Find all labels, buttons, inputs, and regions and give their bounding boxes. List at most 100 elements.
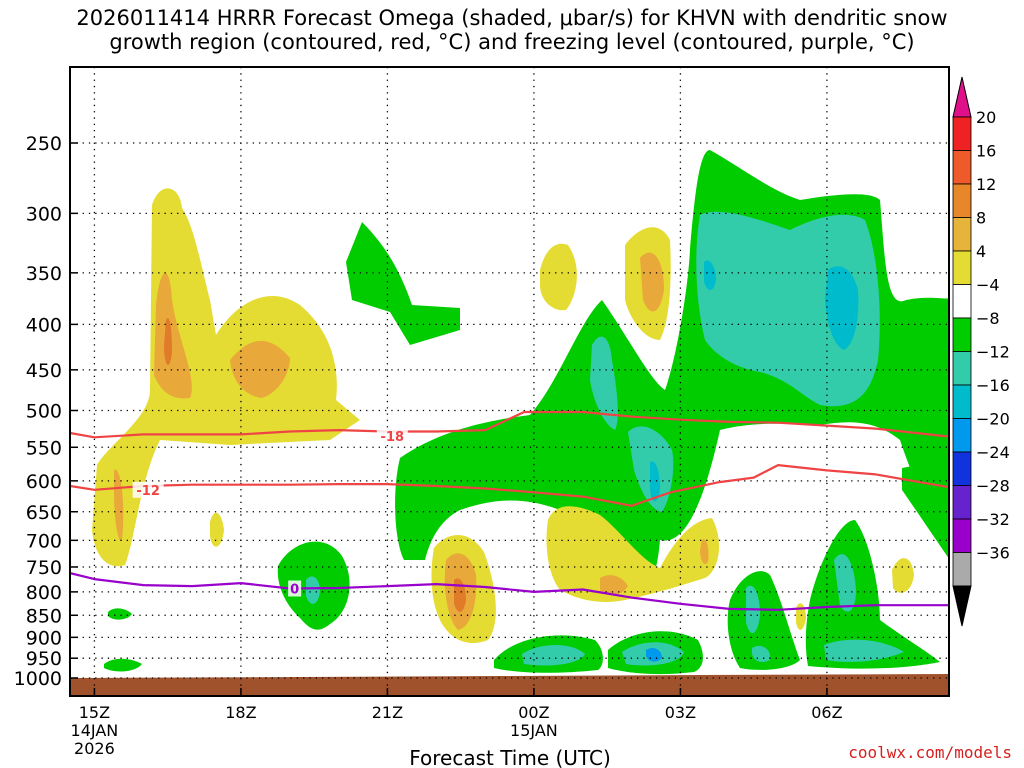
- colorbar-segment: [952, 317, 972, 352]
- rising-region: [650, 461, 660, 502]
- rising-region: [104, 658, 142, 672]
- colorbar-segment: [952, 116, 972, 151]
- y-tick-label: 300: [26, 203, 62, 225]
- colorbar-segment: [952, 250, 972, 285]
- colorbar-label: −16: [976, 376, 1010, 395]
- colorbar-label: −12: [976, 343, 1010, 362]
- colorbar-segment: [952, 418, 972, 453]
- sinking-region: [546, 506, 720, 602]
- colorbar-segment: [952, 451, 972, 486]
- omega-shading: [70, 150, 949, 696]
- sinking-region: [625, 227, 671, 340]
- rising-region: [805, 520, 940, 669]
- x-tick-label: 21Z: [372, 703, 403, 722]
- x-tick-sublabel: 14JAN: [71, 721, 119, 740]
- sinking-region: [154, 273, 192, 399]
- rising-region: [608, 631, 703, 675]
- colorbar-label: −36: [976, 544, 1010, 563]
- x-tick-sublabel: 15JAN: [510, 721, 558, 740]
- sinking-region: [640, 252, 664, 312]
- rising-region: [752, 645, 771, 662]
- rising-region: [727, 571, 800, 670]
- y-tick-label: 900: [26, 627, 62, 649]
- rising-region: [306, 576, 320, 604]
- rising-region: [522, 645, 585, 666]
- ground-surface: [70, 674, 949, 696]
- contour-line: [70, 410, 949, 439]
- chart-title: 2026011414 HRRR Forecast Omega (shaded, …: [76, 6, 948, 54]
- rising-region: [824, 639, 904, 662]
- y-tick-label: 400: [26, 314, 62, 336]
- y-tick-label: 550: [26, 437, 62, 459]
- x-tick-label: 06Z: [811, 703, 842, 722]
- sinking-region: [210, 512, 224, 547]
- rising-region: [825, 266, 859, 350]
- y-tick-label: 500: [26, 401, 62, 423]
- contour-label-bg: [288, 580, 302, 597]
- x-tick-label: 18Z: [225, 703, 256, 722]
- sinking-region: [700, 539, 709, 565]
- colorbar-arrow-bottom: [952, 585, 972, 627]
- sinking-region: [164, 318, 172, 365]
- sinking-region: [600, 575, 628, 595]
- colorbar-segment: [952, 351, 972, 386]
- contour-label-bg: [132, 481, 164, 498]
- y-tick-label: 1000: [14, 668, 62, 690]
- colorbar-arrow-top: [952, 76, 972, 118]
- contour-line: [70, 464, 949, 507]
- colorbar-segment: [952, 183, 972, 218]
- colorbar-segment: [952, 217, 972, 252]
- rising-region: [746, 585, 760, 634]
- y-tick-label: 800: [26, 582, 62, 604]
- sinking-region: [114, 469, 124, 541]
- y-tick-label: 250: [26, 133, 62, 155]
- sinking-region: [444, 553, 477, 630]
- colorbar-label: −32: [976, 510, 1010, 529]
- colorbar-label: −24: [976, 443, 1010, 462]
- y-tick-label: 600: [26, 471, 62, 493]
- colorbar-label: −8: [976, 309, 1000, 328]
- contour-label: 0: [290, 582, 299, 597]
- y-tick-label: 950: [26, 648, 62, 670]
- colorbar-label: 16: [976, 142, 996, 161]
- colorbar-segment: [952, 552, 972, 587]
- sinking-region: [540, 243, 577, 311]
- y-tick-label: 750: [26, 557, 62, 579]
- sinking-region: [431, 534, 496, 644]
- rising-region: [696, 211, 880, 407]
- contour-line: [70, 572, 949, 611]
- y-tick-label: 450: [26, 360, 62, 382]
- colorbar-label: −28: [976, 477, 1010, 496]
- x-tick-sublabel: 2026: [74, 739, 115, 758]
- rising-region: [590, 336, 618, 430]
- plot-frame: [69, 66, 950, 697]
- rising-region: [277, 541, 350, 630]
- contour-labels: -18 -12 0: [132, 427, 408, 597]
- colorbar: 20 16 12 8 4 −4 −8 −12 −16 −20 −24 −28 −32 −36: [952, 76, 1010, 627]
- sinking-region: [230, 340, 290, 398]
- colorbar-label: −20: [976, 410, 1010, 429]
- y-tick-label: 850: [26, 605, 62, 627]
- colorbar-label: 4: [976, 242, 986, 261]
- rising-region: [628, 426, 674, 512]
- y-tick-label: 700: [26, 530, 62, 552]
- rising-region: [494, 635, 603, 673]
- rising-region: [704, 260, 716, 291]
- rising-region: [395, 150, 949, 582]
- rising-region: [834, 554, 856, 612]
- y-tick-label: 350: [26, 263, 62, 285]
- x-axis-label: Forecast Time (UTC): [409, 746, 611, 768]
- grid-lines: [70, 67, 949, 696]
- colorbar-segment: [952, 284, 972, 319]
- colorbar-label: 8: [976, 209, 986, 228]
- contour-label: -12: [136, 484, 160, 499]
- y-axis-pressure: 2503003504004505005506006507007508008509…: [14, 133, 78, 690]
- colorbar-segment: [952, 518, 972, 553]
- colorbar-label: 20: [976, 108, 996, 127]
- colorbar-label: −4: [976, 276, 1000, 295]
- sinking-region: [92, 188, 360, 567]
- credit-text: coolwx.com/models: [848, 743, 1012, 762]
- colorbar-segment: [952, 485, 972, 520]
- rising-region: [108, 608, 132, 620]
